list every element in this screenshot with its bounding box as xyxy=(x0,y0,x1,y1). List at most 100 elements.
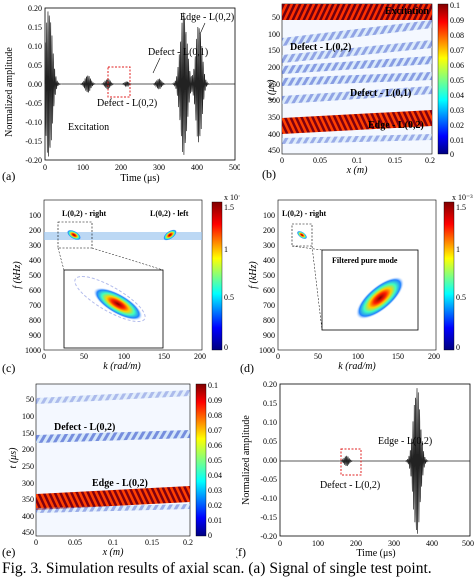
panel-f-xticks: 0 100 200 300 400 500 xyxy=(278,539,474,548)
panel-a-xtick: 100 xyxy=(77,163,89,172)
panel-c-ytick: 200 xyxy=(29,226,41,235)
panel-e-ytick: 300 xyxy=(22,479,34,488)
panel-b-excitation-label: Excitation xyxy=(385,6,429,17)
panel-c-ytick: 900 xyxy=(29,331,41,340)
panel-c-cbar-tick: 1.5 xyxy=(224,203,234,212)
panel-f-defect-box xyxy=(340,448,362,476)
panel-e-ytick: 100 xyxy=(22,412,34,421)
panel-b-band xyxy=(282,56,432,74)
panel-e-band xyxy=(36,504,190,513)
panel-b-cbar-tick: 0.04 xyxy=(450,91,464,100)
panel-b-defect-l02-label: Defect - L(0,2) xyxy=(290,42,351,53)
panel-d-cbar-tick: 0 xyxy=(456,343,460,352)
panel-e-band xyxy=(36,390,190,404)
panel-b-xticks: 0 0.05 0.1 0.15 0.2 xyxy=(280,156,435,165)
panel-d-xtick: 0 xyxy=(276,352,280,361)
panel-e-cbar-tick: 0.1 xyxy=(208,381,218,390)
panel-a-plot: Normalized amplitude 0.20 0.15 0.10 0.05… xyxy=(2,4,241,184)
panel-d-ytick: 1000 xyxy=(259,346,275,355)
panel-f-xtick: 200 xyxy=(350,539,362,548)
panel-d-xtick: 200 xyxy=(428,352,440,361)
panel-c-ytick: 700 xyxy=(29,301,41,310)
panel-e-cbar-tick: 0.04 xyxy=(208,471,222,480)
panel-f-ytick: 0.10 xyxy=(263,418,277,427)
panel-c-cbar-tick: 1 xyxy=(224,245,228,254)
panel-d-ytick: 100 xyxy=(263,211,275,220)
panel-e-cbar-tick: 0.07 xyxy=(208,426,222,435)
panel-c-zoom-blob xyxy=(93,287,143,321)
panel-d-xtick: 100 xyxy=(352,352,364,361)
panel-b-xtick: 0 xyxy=(280,156,284,165)
panel-f-plot: Normalized amplitude 0.20 0.15 0.10 0.05… xyxy=(234,380,474,559)
panel-f-yticks: 0.20 0.15 0.10 0.05 0.00 -0.05 -0.10 -0.… xyxy=(260,380,277,541)
panel-e-cbar-tick: 0.01 xyxy=(208,516,222,525)
panel-d-zoom-blob xyxy=(355,276,405,320)
panel-d-ylabel: f (kHz) xyxy=(248,261,259,289)
panel-e-ytick: 50 xyxy=(26,395,34,404)
panel-d-ytick: 300 xyxy=(263,241,275,250)
panel-b: t (μs) 50 100 150 200 250 300 350 400 45… xyxy=(240,0,474,185)
panel-a-ytick: -0.10 xyxy=(25,118,42,127)
panel-e-cbar-tick: 0.02 xyxy=(208,501,222,510)
panel-e-cbar-tick: 0.09 xyxy=(208,396,222,405)
panel-f-signal xyxy=(280,388,470,534)
panel-e-ylabel: t (μs) xyxy=(8,447,19,469)
panel-e-ytick: 350 xyxy=(22,495,34,504)
panel-a-defect-l02-label: Defect - L(0,2) xyxy=(97,98,157,109)
panel-d-yticks: 100 200 300 400 500 600 700 800 900 1000 xyxy=(259,211,275,355)
panel-f-xtick: 300 xyxy=(388,539,400,548)
panel-b-ytick: 300 xyxy=(268,96,280,105)
panel-b-xtick: 0.05 xyxy=(313,156,327,165)
panel-b-cbar-tick: 0.09 xyxy=(450,16,464,25)
panel-a-ytick: 0.05 xyxy=(28,61,42,70)
panel-b-ytick: 400 xyxy=(268,130,280,139)
panel-e-xtick: 0.15 xyxy=(145,538,159,547)
panel-b-xtick: 0.15 xyxy=(388,156,402,165)
panel-a: Normalized amplitude 0.20 0.15 0.10 0.05… xyxy=(0,0,241,185)
panel-c-zoom-fringe xyxy=(74,275,146,323)
panel-a-xticks: 0 100 200 300 400 500 xyxy=(43,163,241,172)
panel-b-edge-band xyxy=(282,110,432,134)
panel-e-ytick: 200 xyxy=(22,445,34,454)
panel-b-xlabel: x (m) xyxy=(346,165,368,176)
panel-b-yticks: 50 100 150 200 250 300 350 400 450 xyxy=(268,13,280,155)
panel-c-zoom-link xyxy=(57,247,65,271)
panel-f-xtick: 100 xyxy=(312,539,324,548)
panel-e-xtick: 0.05 xyxy=(68,538,82,547)
panel-b-defect-l01-label: Defect - L(0,1) xyxy=(350,88,411,99)
panel-e-ytick: 250 xyxy=(22,462,34,471)
panel-e-xtick: 0.1 xyxy=(108,538,118,547)
panel-a-ytick: 0.10 xyxy=(28,42,42,51)
panel-d-colorbar xyxy=(443,201,455,351)
panel-f-frame xyxy=(279,383,471,537)
panel-f-ytick: -0.15 xyxy=(260,513,277,522)
panel-b-band xyxy=(282,134,432,144)
panel-a-xtick: 400 xyxy=(191,163,203,172)
panel-c-right-label: L(0,2) - right xyxy=(62,209,107,218)
panel-c: f (kHz) 100 200 300 400 500 600 700 800 … xyxy=(0,190,245,375)
panel-d-blob xyxy=(296,230,308,240)
panel-b-xtick: 0.1 xyxy=(352,156,362,165)
panel-e-cbar-tick: 0.03 xyxy=(208,486,222,495)
panel-b-label: (b) xyxy=(262,167,276,181)
panel-b-cbar-tick: 0.03 xyxy=(450,106,464,115)
panel-d-ytick: 200 xyxy=(263,226,275,235)
panel-b-cbar-tick: 0 xyxy=(450,150,454,159)
panel-e-ytick: 400 xyxy=(22,512,34,521)
panel-f-xtick: 0 xyxy=(278,539,282,548)
waveform xyxy=(280,388,470,534)
panel-c-ytick: 1000 xyxy=(25,346,41,355)
panel-c-ytick: 800 xyxy=(29,316,41,325)
panel-b-cbar-ticks: 0.1 0.09 0.08 0.07 0.06 0.05 0.04 0.03 0… xyxy=(450,1,464,159)
panel-d-cbar-exp: x 10⁻³ xyxy=(452,193,473,202)
panel-d: f (kHz) Filtered pure mode 100 200 300 4… xyxy=(240,190,474,375)
panel-b-cbar-tick: 0.02 xyxy=(450,121,464,130)
panel-b-cbar-tick: 0.06 xyxy=(450,61,464,70)
panel-e-ytick: 450 xyxy=(22,528,34,537)
panel-d-plot: f (kHz) Filtered pure mode 100 200 300 4… xyxy=(240,193,473,375)
panel-a-ylabel: Normalized amplitude xyxy=(4,47,15,137)
panel-b-ytick: 50 xyxy=(272,13,280,22)
panel-e-plot: t (μs) 50 100 150 200 250 300 350 400 45… xyxy=(2,381,222,559)
panel-f-ytick: -0.05 xyxy=(260,475,277,484)
panel-a-ytick: 0.00 xyxy=(28,80,42,89)
